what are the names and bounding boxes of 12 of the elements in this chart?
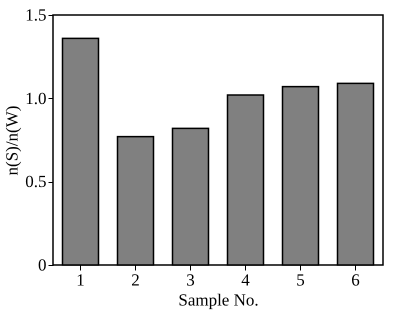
x-tick-label: 5 — [296, 270, 305, 290]
x-tick-label: 3 — [186, 270, 195, 290]
y-tick-label: 1.0 — [25, 88, 46, 108]
y-axis-title: n(S)/n(W) — [2, 106, 22, 176]
x-tick-label: 1 — [76, 270, 85, 290]
x-tick-label: 6 — [351, 270, 360, 290]
y-tick-label: 1.5 — [25, 6, 46, 24]
x-axis-title: Sample No. — [178, 290, 259, 310]
y-tick-label: 0.5 — [25, 172, 46, 192]
x-tick-label: 4 — [241, 270, 250, 290]
x-tick-label: 2 — [131, 270, 140, 290]
y-tick-label: 0 — [38, 256, 46, 274]
